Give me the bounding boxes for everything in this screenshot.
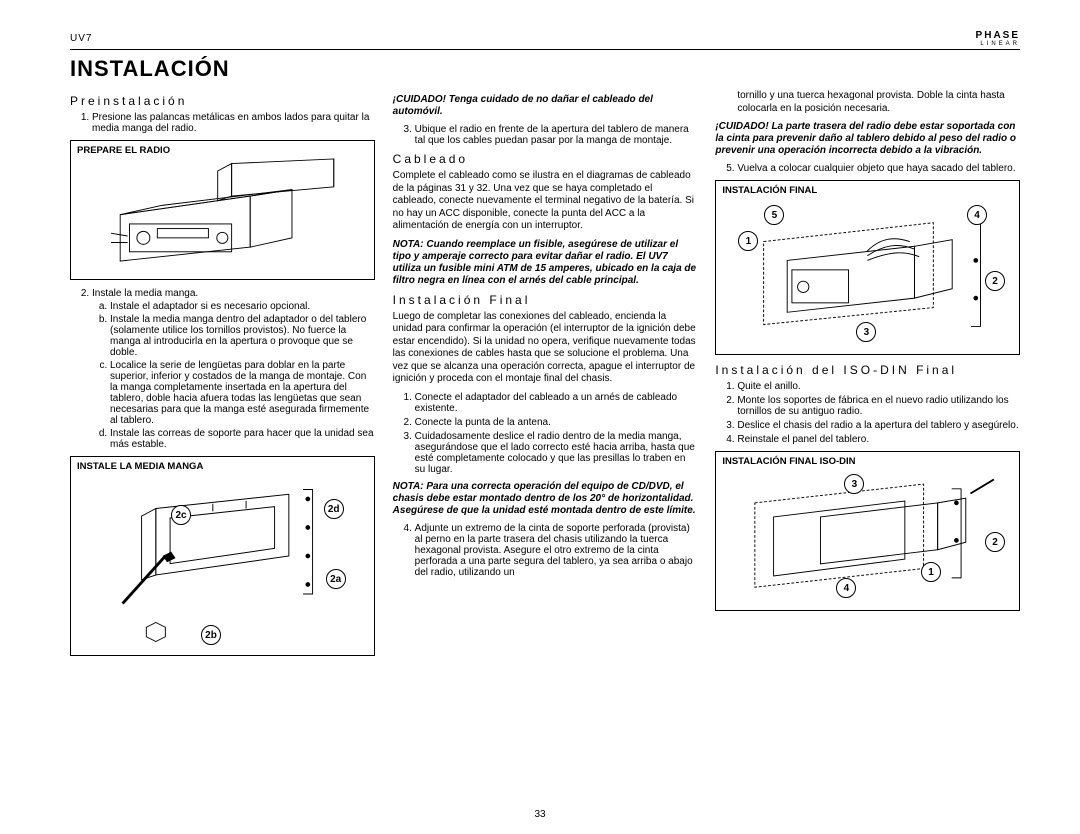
figure-label: INSTALACIÓN FINAL ISO-DIN [722,456,855,467]
page-header: UV7 PHASE LINEAR [70,30,1020,47]
list-item: Instale las correas de soporte para hace… [110,428,375,450]
figure-iso-din: INSTALACIÓN FINAL ISO-DIN 3 [715,451,1020,611]
brand-label: PHASE [976,30,1020,41]
iso-din-illustration [722,456,1013,606]
callout-2c: 2c [171,505,191,525]
section-instalacion-final: Instalación Final [393,293,698,307]
list-item: Reinstale el panel del tablero. [737,434,1020,445]
callout-1: 1 [921,562,941,582]
final-list: Conecte el adaptador del cableado a un a… [393,392,698,475]
body-text: Complete el cableado como se ilustra en … [393,170,698,233]
callout-2d: 2d [324,499,344,519]
column-3: tornillo y una tuerca hexagonal provista… [715,88,1020,664]
warning-text: ¡CUIDADO! Tenga cuidado de no dañar el c… [393,94,698,118]
list-item: Instale el adaptador si es necesario opc… [110,301,375,312]
page-title: INSTALACIÓN [70,56,1020,82]
figure-label: INSTALE LA MEDIA MANGA [77,461,203,472]
continuation-text: tornillo y una tuerca hexagonal provista… [737,90,1020,115]
preinstall-list-2: Instale la media manga. Instale el adapt… [70,288,375,450]
callout-2: 2 [985,532,1005,552]
list-item: Instale la media manga dentro del adapta… [110,314,375,358]
list-item: Quite el anillo. [737,381,1020,392]
callout-4: 4 [967,205,987,225]
body-text: Luego de completar las conexiones del ca… [393,311,698,386]
figure-final-install: INSTALACIÓN FINAL [715,180,1020,355]
callout-2: 2 [985,271,1005,291]
figure-label: PREPARE EL RADIO [77,145,170,156]
list-item: Monte los soportes de fábrica en el nuev… [737,395,1020,417]
content-columns: Preinstalación Presione las palancas met… [70,88,1020,664]
figure-prepare-radio: PREPARE EL RADIO [70,140,375,280]
note-text: NOTA: Cuando reemplace un fisible, asegú… [393,239,698,287]
sleeve-install-illustration [77,461,368,651]
list-item: Cuidadosamente deslice el radio dentro d… [415,431,698,475]
list-item: Conecte el adaptador del cableado a un a… [415,392,698,414]
list-cont: Vuelva a colocar cualquier objeto que ha… [715,163,1020,174]
brand-sublabel: LINEAR [976,41,1020,47]
figure-label: INSTALACIÓN FINAL [722,185,817,196]
preinstall-list: Presione las palancas metálicas en ambos… [70,112,375,134]
brand-block: PHASE LINEAR [976,30,1020,47]
page-number: 33 [534,809,545,820]
list-item: Instale la media manga. Instale el adapt… [92,288,375,450]
list-cont: Ubique el radio en frente de la apertura… [393,124,698,146]
figure-install-sleeve: INSTALE LA MEDIA MANGA [70,456,375,656]
callout-2a: 2a [326,569,346,589]
sublist: Instale el adaptador si es necesario opc… [92,301,375,450]
radio-sleeve-illustration [77,145,368,275]
callout-2b: 2b [201,625,221,645]
note-text: NOTA: Para una correcta operación del eq… [393,481,698,517]
column-2: ¡CUIDADO! Tenga cuidado de no dañar el c… [393,88,698,664]
list-item: Deslice el chasis del radio a la apertur… [737,420,1020,431]
section-cableado: Cableado [393,152,698,166]
list-item: Adjunte un extremo de la cinta de soport… [415,523,698,578]
list-item: Presione las palancas metálicas en ambos… [92,112,375,134]
section-preinstalacion: Preinstalación [70,94,375,108]
list-item: Vuelva a colocar cualquier objeto que ha… [737,163,1020,174]
final-list-cont: Adjunte un extremo de la cinta de soport… [393,523,698,578]
warning-text: ¡CUIDADO! La parte trasera del radio deb… [715,121,1020,157]
iso-list: Quite el anillo. Monte los soportes de f… [715,381,1020,445]
section-iso-din: Instalación del ISO-DIN Final [715,363,1020,377]
model-label: UV7 [70,33,92,44]
list-item: Conecte la punta de la antena. [415,417,698,428]
column-1: Preinstalación Presione las palancas met… [70,88,375,664]
list-item: Localice la serie de lengüetas para dobl… [110,360,375,426]
header-divider [70,49,1020,50]
list-item: Ubique el radio en frente de la apertura… [415,124,698,146]
item-lead: Instale la media manga. [92,288,198,299]
